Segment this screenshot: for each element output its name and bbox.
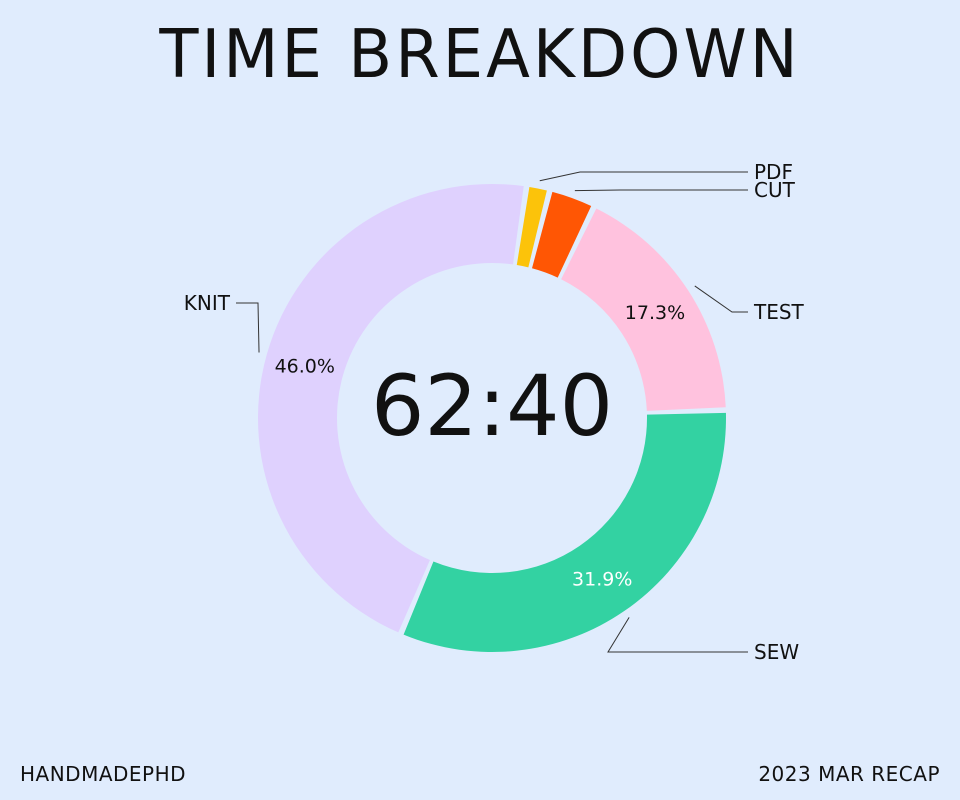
slices-group <box>258 183 726 652</box>
data-label-knit: 46.0% <box>275 355 335 377</box>
leader-line-cut <box>574 189 748 192</box>
leader-line-sew <box>607 617 748 653</box>
center-total-label: 62:40 <box>371 357 613 455</box>
slice-pdf <box>516 187 547 268</box>
leader-line-test <box>694 285 748 313</box>
category-label-test: TEST <box>753 300 805 324</box>
leader-line-knit <box>236 302 260 353</box>
slice-knit <box>258 183 524 633</box>
slice-test <box>561 208 726 411</box>
leader-line-pdf <box>539 171 748 182</box>
footer-period: 2023 MAR RECAP <box>758 762 940 786</box>
category-label-sew: SEW <box>754 640 799 664</box>
leader-lines-group <box>236 171 748 653</box>
slice-cut <box>532 191 592 278</box>
category-label-knit: KNIT <box>184 291 231 315</box>
chart-title: TIME BREAKDOWN <box>159 16 801 94</box>
category-label-pdf: PDF <box>754 160 793 184</box>
slice-sew <box>403 412 726 652</box>
footer-brand: HANDMADEPHD <box>20 762 187 786</box>
data-label-test: 17.3% <box>625 302 685 324</box>
category-label-cut: CUT <box>754 178 796 202</box>
data-label-sew: 31.9% <box>572 568 632 590</box>
